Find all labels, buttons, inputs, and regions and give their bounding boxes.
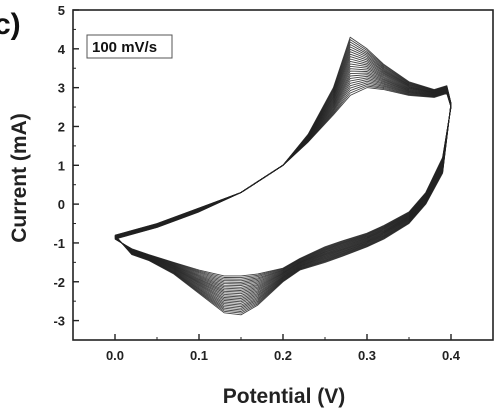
scan-rate-label: 100 mV/s [92,39,157,56]
x-axis-title: Potential (V) [223,385,346,408]
cv-cycle-line [114,83,452,280]
x-axis: 0.0 0.1 0.2 0.3 0.4 [72,334,494,363]
cv-curves [114,36,452,316]
y-axis-title: Current (mA) [8,113,31,243]
cv-cycle-line [114,80,452,283]
y-tick-label: -3 [53,314,65,329]
x-tick-label: 0.0 [106,348,124,363]
cv-cycle-line [114,79,452,285]
y-tick-label: 5 [58,3,65,18]
cv-cycle-line [114,36,452,316]
cv-cycle-line [114,72,452,291]
y-tick-label: 2 [58,119,65,134]
x-tick-label: 0.4 [442,348,461,363]
cv-cycle-line [114,75,452,288]
x-tick-label: 0.2 [274,348,292,363]
plot-frame [72,9,494,341]
y-tick-label: 3 [58,81,65,96]
panel-label: c) [0,8,21,41]
annotation-box [86,34,173,59]
cv-cycle-line [114,74,452,290]
cv-cycle-line [114,87,452,277]
y-tick-label: 1 [58,158,65,173]
cv-cycle-line [114,85,452,279]
cv-cycle-line [114,70,452,293]
y-tick-label: 0 [58,197,65,212]
cv-cycle-line [114,77,452,287]
x-tick-label: 0.3 [358,348,376,363]
y-tick-label: 4 [58,42,66,57]
cv-cycle-line [114,82,452,282]
y-tick-label: -1 [53,236,65,251]
y-axis: -3 -2 -1 0 1 2 3 4 5 [53,3,79,329]
legend-box: 100 mV/s [86,34,173,59]
x-tick-label: 0.1 [190,348,208,363]
y-tick-label: -2 [53,275,65,290]
